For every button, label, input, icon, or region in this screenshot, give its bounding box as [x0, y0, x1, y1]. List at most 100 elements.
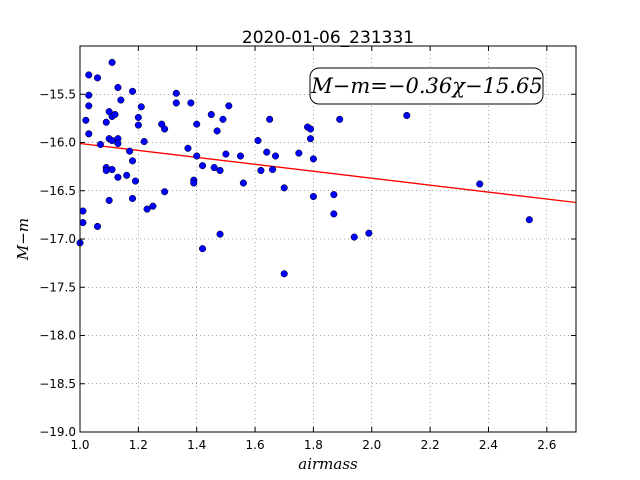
- x-axis-label: airmass: [298, 455, 358, 473]
- data-point: [161, 125, 169, 133]
- data-point: [128, 87, 137, 95]
- data-point: [263, 148, 271, 156]
- data-point: [85, 71, 93, 79]
- x-tick-label: 1.0: [70, 438, 89, 452]
- y-tick-label: −17.0: [39, 232, 76, 246]
- x-tick-label: 1.4: [187, 438, 206, 452]
- data-point: [257, 166, 265, 175]
- data-point: [198, 245, 207, 253]
- data-point: [172, 99, 180, 107]
- data-point: [306, 125, 315, 133]
- data-point: [85, 102, 93, 110]
- fit-annotation: M−m=−0.36χ−15.65: [309, 67, 544, 105]
- data-point: [236, 152, 245, 160]
- data-point: [190, 179, 198, 187]
- y-tick-label: −18.0: [39, 329, 76, 343]
- data-point: [79, 207, 87, 215]
- data-point: [102, 118, 110, 126]
- data-point: [187, 99, 195, 107]
- y-tick-label: −17.5: [39, 280, 76, 294]
- data-point: [207, 110, 215, 119]
- data-point: [111, 110, 119, 119]
- data-point: [93, 222, 102, 231]
- data-point: [108, 165, 116, 174]
- y-tick-label: −18.5: [39, 377, 76, 391]
- data-point: [140, 137, 148, 146]
- data-point: [82, 116, 90, 124]
- data-point: [161, 188, 169, 196]
- data-point: [225, 102, 233, 110]
- data-point: [269, 165, 277, 174]
- data-point: [216, 166, 224, 175]
- data-point: [330, 210, 338, 218]
- x-tick-label: 2.2: [421, 438, 440, 452]
- data-point: [137, 103, 145, 111]
- data-point: [126, 147, 134, 155]
- data-point: [85, 91, 93, 99]
- x-tick-label: 1.2: [129, 438, 148, 452]
- axis-ticks: 1.0 1.2 1.4 1.6 1.8 2.0 2.2 2.4 2.6 −15.5 −16.0 −16…: [39, 46, 576, 452]
- data-point: [254, 137, 262, 145]
- y-tick-label: −16.0: [39, 136, 76, 150]
- data-points: [76, 58, 533, 278]
- data-point: [295, 149, 303, 157]
- data-point: [213, 127, 221, 135]
- x-tick-label: 2.0: [362, 438, 381, 452]
- data-point: [85, 130, 93, 138]
- data-point: [79, 219, 87, 227]
- data-point: [210, 164, 218, 172]
- data-point: [143, 205, 151, 213]
- data-point: [172, 89, 180, 97]
- data-point: [96, 140, 104, 148]
- y-axis-label: M−m: [14, 218, 32, 261]
- data-point: [525, 216, 533, 224]
- data-point: [123, 171, 131, 179]
- x-tick-label: 2.4: [479, 438, 498, 452]
- data-point: [102, 166, 110, 175]
- x-tick-label: 1.6: [246, 438, 265, 452]
- data-point: [306, 135, 315, 143]
- data-point: [93, 74, 102, 82]
- y-tick-label: −15.5: [39, 87, 76, 101]
- fit-equation: M−m=−0.36χ−15.65: [310, 74, 542, 98]
- data-point: [131, 177, 139, 185]
- data-point: [134, 121, 142, 129]
- x-tick-label: 1.8: [304, 438, 323, 452]
- data-point: [114, 173, 122, 181]
- fit-line: [79, 142, 577, 204]
- data-point: [193, 152, 201, 160]
- data-point: [219, 115, 227, 123]
- data-point: [198, 162, 207, 170]
- data-point: [476, 180, 484, 188]
- data-point: [184, 144, 192, 152]
- data-point: [216, 230, 224, 238]
- data-point: [280, 270, 288, 278]
- fit-line-layer: [79, 142, 577, 204]
- data-point: [365, 229, 373, 237]
- data-point: [149, 202, 157, 210]
- data-point: [309, 155, 317, 163]
- data-point: [114, 139, 122, 148]
- y-tick-label: −16.5: [39, 184, 76, 198]
- data-point: [105, 196, 113, 204]
- data-point: [309, 192, 317, 201]
- data-point: [128, 194, 137, 203]
- data-point: [114, 83, 122, 92]
- data-point: [108, 58, 116, 66]
- data-point: [128, 157, 137, 165]
- data-point: [117, 96, 125, 104]
- data-point: [336, 115, 344, 123]
- y-tick-label: −19.0: [39, 425, 76, 439]
- data-point: [239, 179, 247, 187]
- data-point: [134, 113, 142, 121]
- data-point: [350, 233, 358, 241]
- chart-title: 2020-01-06_231331: [242, 28, 414, 48]
- x-tick-label: 2.6: [537, 438, 556, 452]
- data-point: [222, 150, 230, 158]
- data-point: [330, 191, 338, 199]
- annotation-box: [309, 67, 544, 105]
- data-point: [280, 184, 288, 192]
- data-point: [193, 120, 201, 128]
- data-point: [266, 115, 274, 123]
